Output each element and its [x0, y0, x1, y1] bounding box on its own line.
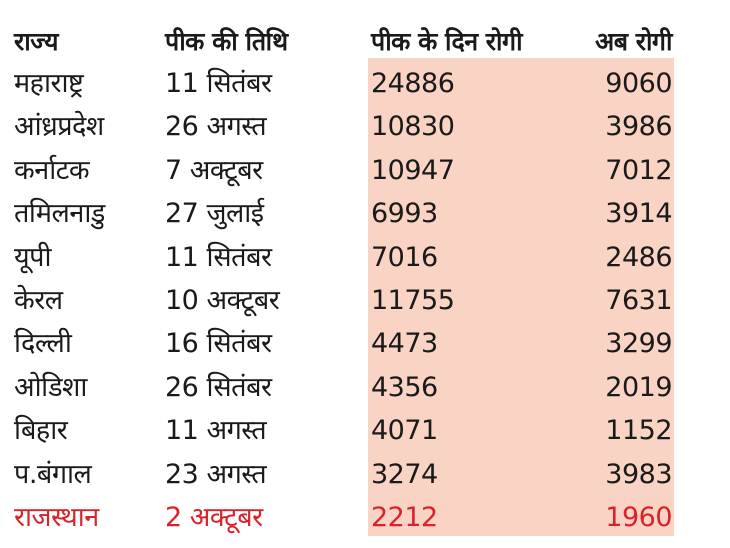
cell-peak-date: 26 सितंबर — [165, 371, 272, 403]
cell-peak-patients: 11755 — [371, 285, 455, 316]
cell-peak-patients: 6993 — [371, 198, 438, 230]
table-row: दिल्ली 16 सितंबर 4473 3299 — [0, 322, 730, 365]
cell-current-patients: 7631 — [605, 285, 672, 316]
cell-peak-date: 16 सितंबर — [165, 328, 272, 360]
cell-peak-patients: 2212 — [371, 502, 438, 533]
cell-state: यूपी — [14, 241, 52, 273]
cell-state: महाराष्ट्र — [14, 68, 84, 99]
cell-current-patients: 3983 — [605, 458, 672, 490]
cell-current-patients: 2019 — [605, 371, 672, 403]
table-row: तमिलनाडु 27 जुलाई 6993 3914 — [0, 192, 730, 235]
table-header: राज्य पीक की तिथि पीक के दिन रोगी अब रोग… — [0, 20, 730, 63]
table-row: महाराष्ट्र 11 सितंबर 24886 9060 — [0, 62, 730, 105]
cell-peak-patients: 4071 — [371, 415, 438, 447]
cell-peak-patients: 4356 — [371, 371, 438, 403]
cell-peak-date: 23 अगस्त — [165, 458, 267, 490]
cell-state: राजस्थान — [14, 502, 99, 533]
cell-current-patients: 3299 — [605, 328, 672, 360]
cell-current-patients: 1960 — [605, 502, 672, 533]
cell-peak-patients: 24886 — [371, 68, 455, 99]
table-row: प.बंगाल 23 अगस्त 3274 3983 — [0, 453, 730, 496]
cell-current-patients: 3914 — [605, 198, 672, 230]
cell-peak-date: 11 सितंबर — [165, 241, 272, 273]
header-current-patients: अब रोगी — [595, 27, 672, 56]
table-row: यूपी 11 सितंबर 7016 2486 — [0, 236, 730, 279]
cell-peak-patients: 7016 — [371, 241, 438, 273]
table-row: बिहार 11 अगस्त 4071 1152 — [0, 409, 730, 452]
cell-peak-patients: 10947 — [371, 154, 455, 186]
table-row: ओडिशा 26 सितंबर 4356 2019 — [0, 366, 730, 409]
cell-current-patients: 2486 — [605, 241, 672, 273]
highlighted-columns-background — [368, 58, 674, 536]
cell-state: आंध्रप्रदेश — [14, 111, 104, 143]
table-row: राजस्थान 2 अक्टूबर 2212 1960 — [0, 496, 730, 539]
header-peak-patients: पीक के दिन रोगी — [371, 27, 523, 56]
header-peak-date: पीक की तिथि — [165, 27, 288, 56]
cell-peak-date: 10 अक्टूबर — [165, 285, 280, 316]
table-row: केरल 10 अक्टूबर 11755 7631 — [0, 279, 730, 322]
table-row: आंध्रप्रदेश 26 अगस्त 10830 3986 — [0, 105, 730, 148]
cell-peak-date: 7 अक्टूबर — [165, 154, 263, 186]
cell-peak-date: 2 अक्टूबर — [165, 502, 263, 533]
cell-state: बिहार — [14, 415, 68, 447]
cell-peak-date: 26 अगस्त — [165, 111, 267, 143]
cell-peak-date: 11 सितंबर — [165, 68, 272, 99]
cell-state: तमिलनाडु — [14, 198, 105, 230]
table-row: कर्नाटक 7 अक्टूबर 10947 7012 — [0, 149, 730, 192]
cell-state: दिल्ली — [14, 328, 72, 360]
cell-peak-patients: 3274 — [371, 458, 438, 490]
cell-current-patients: 7012 — [605, 154, 672, 186]
cell-peak-date: 27 जुलाई — [165, 198, 264, 230]
cell-state: ओडिशा — [14, 371, 87, 403]
cell-peak-date: 11 अगस्त — [165, 415, 267, 447]
cell-current-patients: 9060 — [605, 68, 672, 99]
cell-current-patients: 1152 — [605, 415, 672, 447]
cell-state: प.बंगाल — [14, 458, 92, 490]
cell-state: केरल — [14, 285, 63, 316]
header-state: राज्य — [14, 27, 59, 56]
cell-peak-patients: 4473 — [371, 328, 438, 360]
cell-current-patients: 3986 — [605, 111, 672, 143]
cell-state: कर्नाटक — [14, 154, 90, 186]
cell-peak-patients: 10830 — [371, 111, 455, 143]
